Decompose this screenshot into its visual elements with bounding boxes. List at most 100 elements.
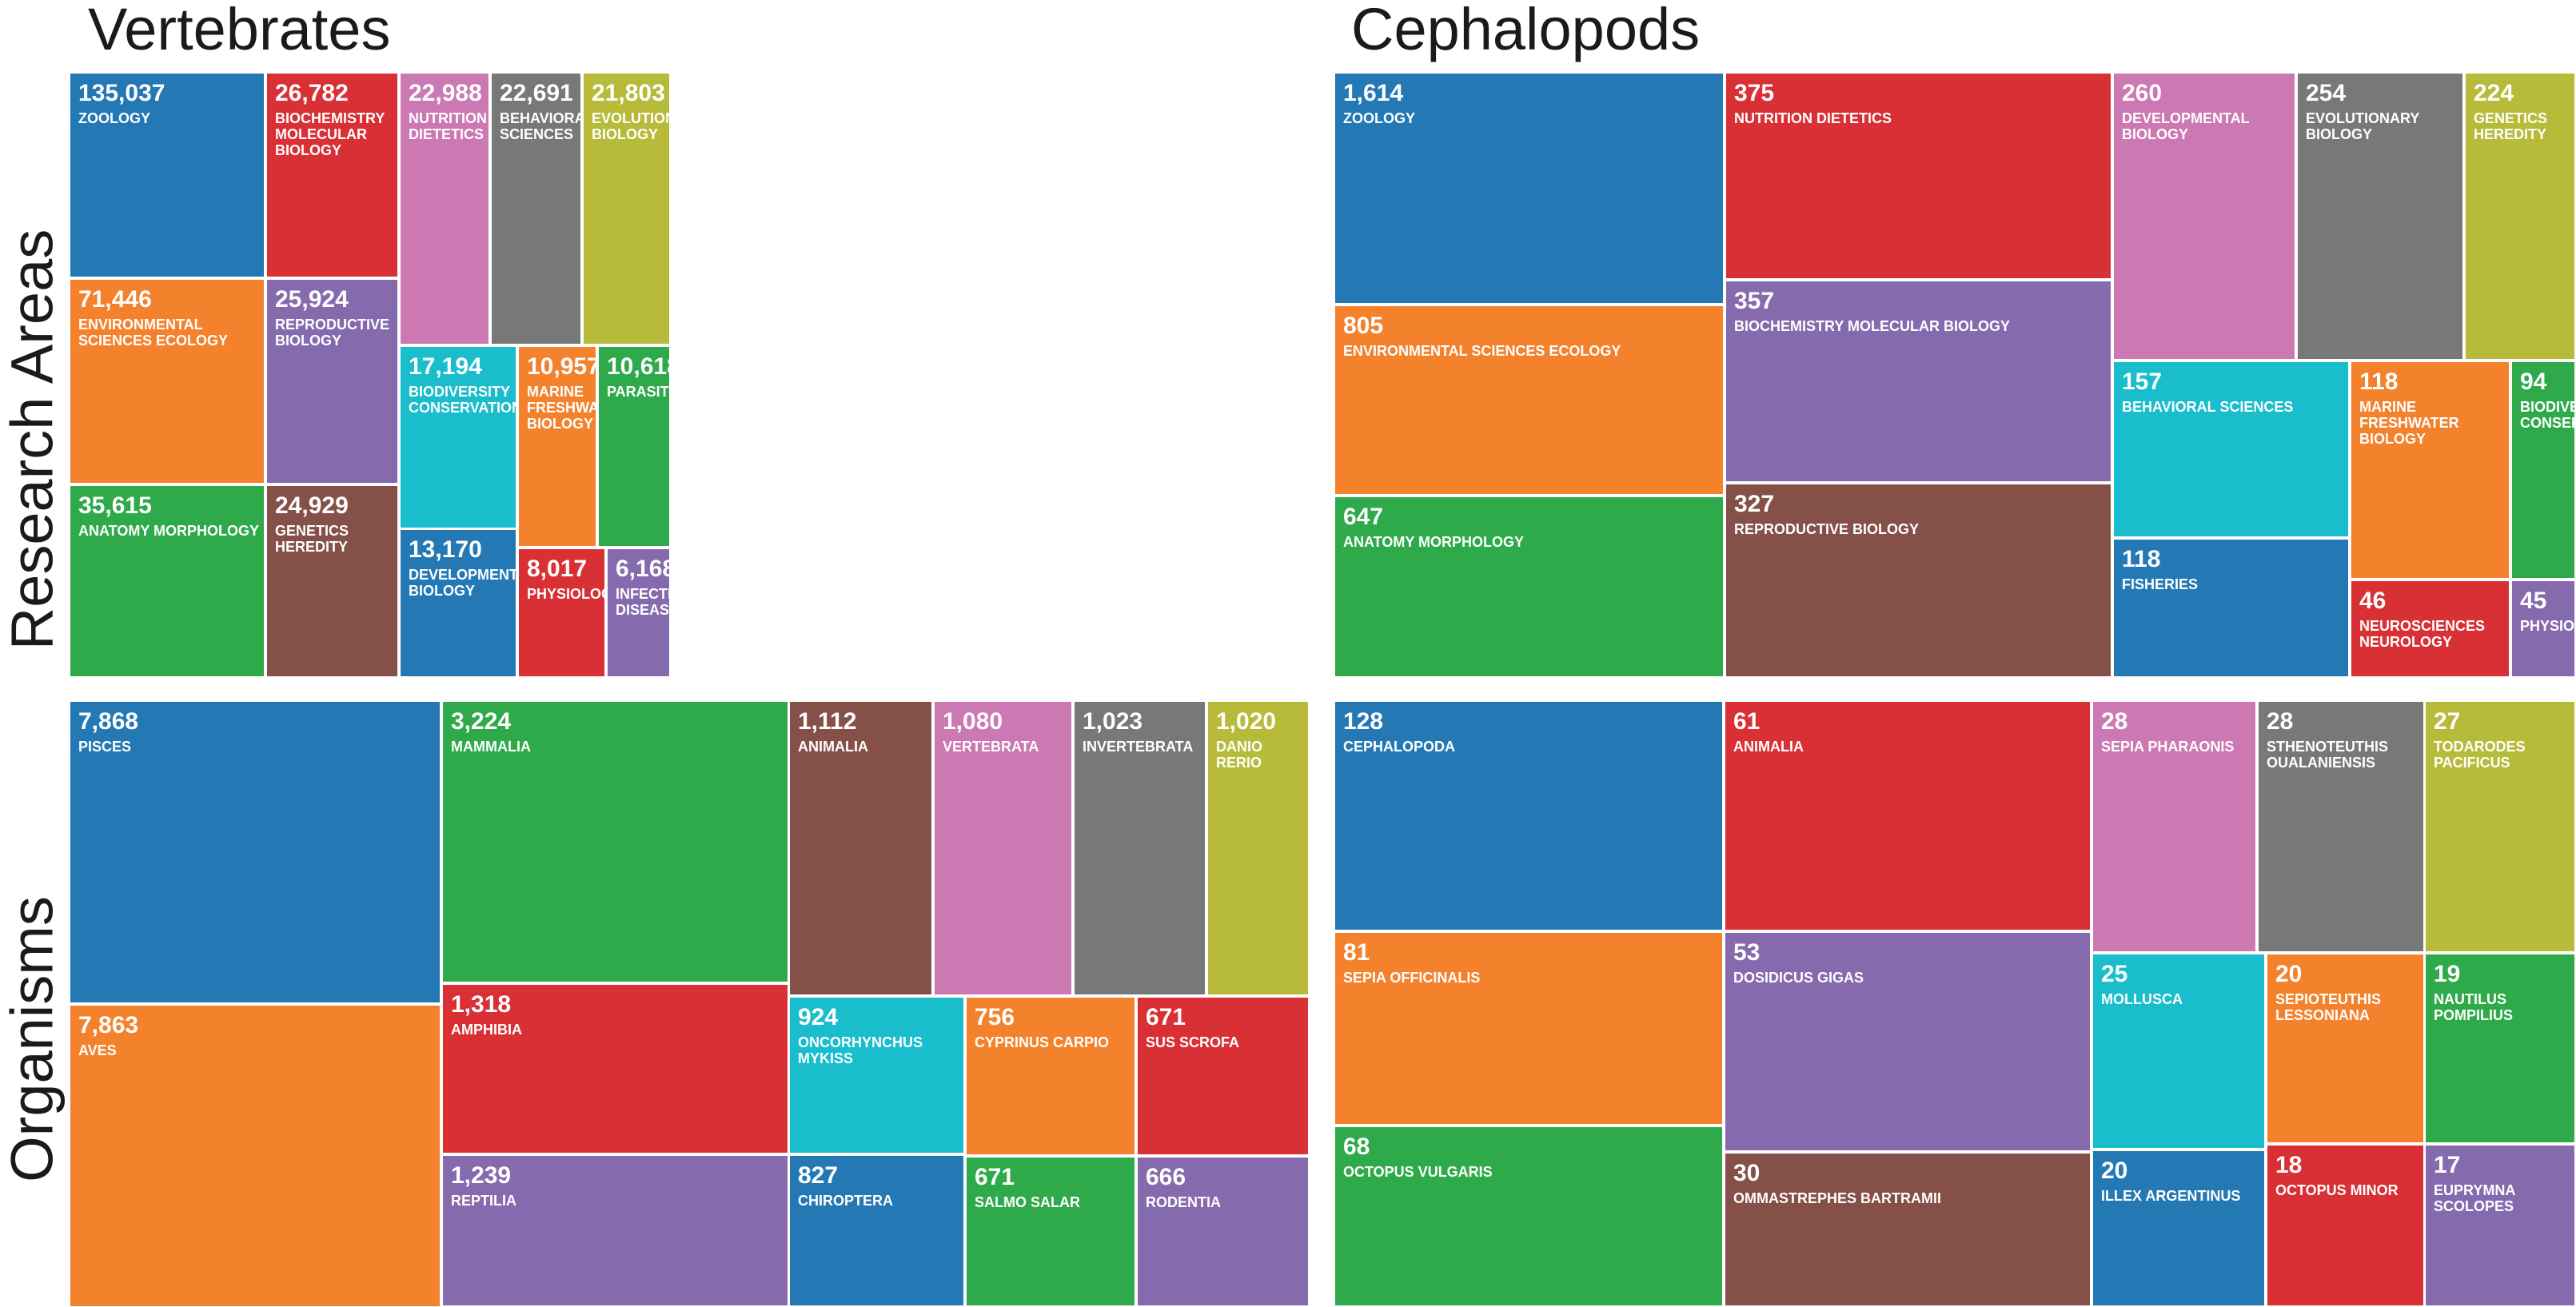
row-label-organisms: Organisms bbox=[0, 896, 66, 1182]
treemap-label: DANIO RERIO bbox=[1216, 739, 1262, 771]
treemap-value: 827 bbox=[798, 1162, 839, 1189]
treemap-value: 61 bbox=[1733, 708, 1761, 735]
treemap-cell-marine-freshwater-biology: 10,957 MARINE FRESHWATER BIOLOGY bbox=[517, 345, 597, 548]
treemap-label: SEPIA OFFICINALIS bbox=[1343, 970, 1481, 986]
treemap-label: STHENOTEUTHIS OUALANIENSIS bbox=[2267, 739, 2389, 771]
treemap-value: 128 bbox=[1343, 708, 1384, 735]
treemap-cell-octopus-vulgaris: 68 OCTOPUS VULGARIS bbox=[1334, 1126, 1724, 1307]
treemap-cell-neurosciences-neurology: 46 NEUROSCIENCES NEUROLOGY bbox=[2350, 580, 2510, 678]
treemap-cell-physiology: 45 PHYSIOLOGY bbox=[2510, 580, 2576, 678]
treemap-label: AVES bbox=[78, 1042, 117, 1058]
treemap-label: SUS SCROFA bbox=[1146, 1034, 1240, 1050]
treemap-cell-environmental-sciences-ecology: 71,446 ENVIRONMENTAL SCIENCES ECOLOGY bbox=[69, 278, 265, 484]
treemap-label: MOLLUSCA bbox=[2101, 991, 2183, 1007]
treemap-cell-octopus-minor: 18 OCTOPUS MINOR bbox=[2266, 1144, 2425, 1307]
treemap-label: OCTOPUS VULGARIS bbox=[1343, 1164, 1493, 1180]
treemap-value: 13,170 bbox=[409, 536, 482, 563]
treemap-label: DEVELOPMENTAL BIOLOGY bbox=[2122, 110, 2250, 142]
treemap-cell-cephalopoda: 128 CEPHALOPODA bbox=[1334, 700, 1724, 931]
treemap-value: 81 bbox=[1343, 939, 1370, 966]
treemap-value: 25,924 bbox=[275, 286, 349, 313]
treemap-value: 3,224 bbox=[451, 708, 512, 735]
treemap-label: PARASITOLOGY bbox=[607, 384, 669, 400]
treemap-cell-infectious-diseases: 6,168 INFECTIOUS DISEASES bbox=[606, 548, 671, 678]
treemap-label: BIOCHEMISTRY MOLECULAR BIOLOGY bbox=[1734, 318, 2011, 334]
treemap-label: NAUTILUS POMPILIUS bbox=[2434, 991, 2514, 1023]
treemap-cell-reptilia: 1,239 REPTILIA bbox=[441, 1154, 789, 1307]
treemap-label: ANATOMY MORPHOLOGY bbox=[1343, 534, 1525, 550]
treemap-value: 26,782 bbox=[275, 80, 349, 106]
treemap-label: NEUROSCIENCES NEUROLOGY bbox=[2359, 618, 2486, 650]
treemap-label: PHYSIOLOGY bbox=[527, 586, 604, 602]
treemap-value: 1,080 bbox=[943, 708, 1003, 735]
treemap-cell-fisheries: 118 FISHERIES bbox=[2112, 538, 2350, 678]
treemap-label: SALMO SALAR bbox=[975, 1194, 1080, 1210]
treemap-cell-nutrition-dietetics: 375 NUTRITION DIETETICS bbox=[1725, 72, 2112, 280]
treemap-value: 25 bbox=[2101, 961, 2128, 987]
treemap-value: 157 bbox=[2122, 369, 2163, 395]
treemap-label: BEHAVIORAL SCIENCES bbox=[500, 110, 580, 142]
treemap-label: AMPHIBIA bbox=[451, 1022, 522, 1038]
treemap-value: 20 bbox=[2275, 961, 2303, 987]
treemap-label: INFECTIOUS DISEASES bbox=[616, 586, 671, 618]
treemap-value: 327 bbox=[1734, 491, 1775, 517]
treemap-value: 671 bbox=[975, 1164, 1015, 1190]
treemap-label: FISHERIES bbox=[2122, 576, 2199, 592]
treemap-value: 22,691 bbox=[500, 80, 573, 106]
treemap-label: REPTILIA bbox=[451, 1193, 517, 1209]
treemap-label: ILLEX ARGENTINUS bbox=[2101, 1188, 2241, 1204]
treemap-value: 7,868 bbox=[78, 708, 139, 735]
treemap-cell-sepia-pharaonis: 28 SEPIA PHARAONIS bbox=[2092, 700, 2257, 953]
treemap-label: ENVIRONMENTAL SCIENCES ECOLOGY bbox=[1343, 343, 1621, 359]
treemap-value: 6,168 bbox=[616, 556, 671, 582]
treemap-label: GENETICS HEREDITY bbox=[2474, 110, 2548, 142]
column-title-vertebrates: Vertebrates bbox=[88, 0, 391, 62]
treemap-cell-developmental-biology: 13,170 DEVELOPMENTAL BIOLOGY bbox=[399, 528, 517, 678]
treemap-cephalopods-research-areas: 1,614 ZOOLOGY 805 ENVIRONMENTAL SCIENCES EC… bbox=[1334, 72, 2576, 678]
treemap-cell-environmental-sciences-ecology: 805 ENVIRONMENTAL SCIENCES ECOLOGY bbox=[1334, 305, 1725, 496]
treemap-value: 135,037 bbox=[78, 80, 165, 106]
treemap-cell-reproductive-biology: 327 REPRODUCTIVE BIOLOGY bbox=[1725, 483, 2112, 678]
treemap-value: 35,615 bbox=[78, 492, 152, 519]
treemap-cell-illex-argentinus: 20 ILLEX ARGENTINUS bbox=[2092, 1150, 2266, 1307]
treemap-value: 666 bbox=[1146, 1164, 1186, 1190]
treemap-cell-anatomy-morphology: 35,615 ANATOMY MORPHOLOGY bbox=[69, 484, 265, 678]
treemap-label: ONCORHYNCHUS MYKISS bbox=[798, 1034, 923, 1066]
treemap-cell-euprymna-scolopes: 17 EUPRYMNA SCOLOPES bbox=[2424, 1144, 2576, 1307]
treemap-value: 18 bbox=[2275, 1152, 2303, 1178]
treemap-cell-evolutionary-biology: 254 EVOLUTIONARY BIOLOGY bbox=[2296, 72, 2464, 361]
treemap-label: EVOLUTIONARY BIOLOGY bbox=[592, 110, 669, 142]
treemap-cell-sthenoteuthis-oualaniensis: 28 STHENOTEUTHIS OUALANIENSIS bbox=[2257, 700, 2425, 953]
treemap-value: 1,614 bbox=[1343, 80, 1404, 106]
treemap-label: SEPIOTEUTHIS LESSONIANA bbox=[2275, 991, 2382, 1023]
treemap-label: ANIMALIA bbox=[798, 739, 868, 755]
treemap-cell-behavioral-sciences: 157 BEHAVIORAL SCIENCES bbox=[2112, 361, 2350, 538]
treemap-label: PISCES bbox=[78, 739, 132, 755]
treemap-cell-marine-freshwater-biology: 118 MARINE FRESHWATER BIOLOGY bbox=[2350, 361, 2510, 580]
treemap-label: SEPIA PHARAONIS bbox=[2101, 739, 2235, 755]
treemap-value: 71,446 bbox=[78, 286, 152, 313]
treemap-label: ZOOLOGY bbox=[1343, 110, 1415, 126]
treemap-label: REPRODUCTIVE BIOLOGY bbox=[275, 317, 390, 349]
treemap-value: 1,020 bbox=[1216, 708, 1277, 735]
treemap-label: TODARODES PACIFICUS bbox=[2434, 739, 2526, 771]
treemap-label: ZOOLOGY bbox=[78, 110, 150, 126]
treemap-value: 118 bbox=[2122, 546, 2161, 572]
treemap-value: 7,863 bbox=[78, 1012, 139, 1038]
treemap-label: VERTEBRATA bbox=[943, 739, 1039, 755]
treemap-label: DOSIDICUS GIGAS bbox=[1733, 970, 1864, 986]
treemap-cell-biodiversity-conservation: 17,194 BIODIVERSITY CONSERVATION bbox=[399, 345, 517, 529]
treemap-cell-nutrition-dietetics: 22,988 NUTRITION DIETETICS bbox=[399, 72, 490, 345]
treemap-label: MARINE FRESHWATER BIOLOGY bbox=[2359, 399, 2459, 447]
treemap-cell-genetics-heredity: 224 GENETICS HEREDITY bbox=[2464, 72, 2576, 361]
treemap-label: EVOLUTIONARY BIOLOGY bbox=[2306, 110, 2420, 142]
treemap-value: 1,318 bbox=[451, 991, 512, 1018]
treemap-cell-anatomy-morphology: 647 ANATOMY MORPHOLOGY bbox=[1334, 496, 1725, 678]
treemap-cell-amphibia: 1,318 AMPHIBIA bbox=[441, 983, 789, 1154]
treemap-value: 17,194 bbox=[409, 353, 482, 380]
treemap-label: REPRODUCTIVE BIOLOGY bbox=[1734, 521, 1920, 537]
treemap-label: ENVIRONMENTAL SCIENCES ECOLOGY bbox=[78, 317, 229, 349]
treemap-label: DEVELOPMENTAL BIOLOGY bbox=[409, 567, 517, 599]
treemap-value: 756 bbox=[975, 1004, 1015, 1030]
treemap-label: OMMASTREPHES BARTRAMII bbox=[1733, 1190, 1941, 1206]
